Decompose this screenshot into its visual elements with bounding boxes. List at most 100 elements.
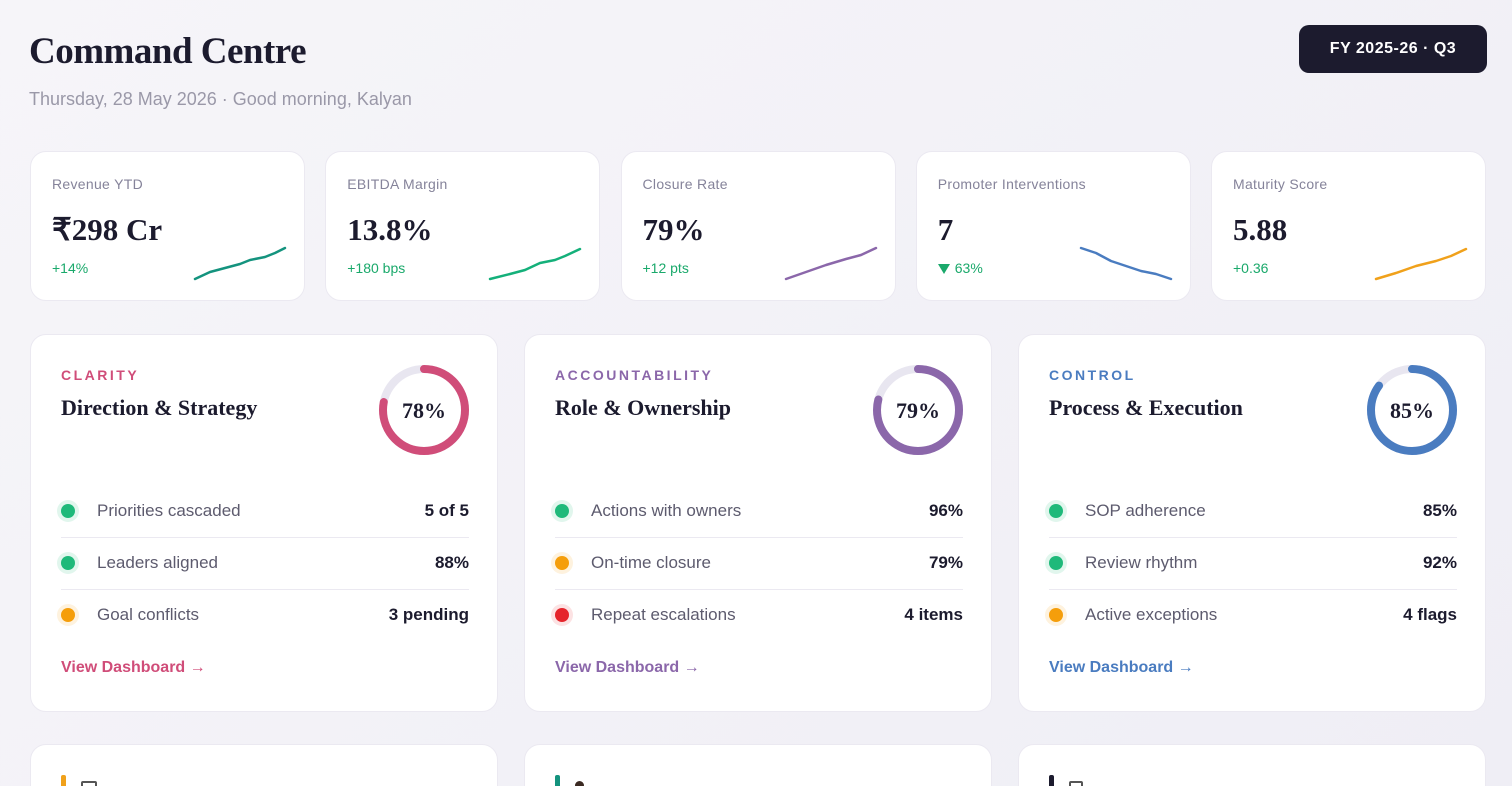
icon: [575, 781, 584, 786]
kpi-label: Revenue YTD: [52, 176, 143, 192]
view-dashboard-link[interactable]: View Dashboard →: [61, 659, 206, 676]
kpi-value: 7: [937, 212, 954, 247]
metric-value: 88%: [434, 553, 469, 572]
status-dot: [1049, 504, 1063, 518]
sparkline: [489, 247, 582, 281]
triangle: [937, 264, 950, 274]
kpi-delta: +180 bps: [347, 260, 406, 276]
page-title: Command Centre: [29, 31, 307, 72]
sparkline: [1079, 246, 1172, 281]
sparkline-path: [489, 247, 582, 281]
status-dot: [61, 504, 75, 518]
metric-row: On-time closure 79%: [555, 537, 963, 590]
pillar-title: Process & Execution: [1049, 395, 1243, 420]
score-label: 79%: [896, 398, 940, 423]
metric-value: 5 of 5: [424, 501, 469, 520]
kpi-delta: 63%: [954, 260, 983, 276]
pillar-category: ACCOUNTABILITY: [555, 367, 714, 383]
bottom-card: [1018, 744, 1486, 786]
view-dashboard-link[interactable]: View Dashboard →: [555, 659, 700, 676]
ring-arc: [873, 365, 963, 455]
kpi-card: EBITDA Margin 13.8% +180 bps: [325, 151, 601, 301]
metric-value: 96%: [928, 501, 963, 520]
status-dot: [555, 556, 569, 570]
sparkline: [193, 246, 287, 281]
score-ring: 85%: [1367, 365, 1457, 455]
metric-row: Priorities cascaded 5 of 5: [61, 485, 469, 538]
metric-row: SOP adherence 85%: [1049, 485, 1457, 538]
metric-label: Leaders aligned: [97, 553, 218, 572]
metric-value: 4 items: [904, 605, 963, 624]
period-badge[interactable]: FY 2025-26 · Q3: [1299, 25, 1487, 73]
metric-value: 3 pending: [388, 605, 469, 624]
pillar-title: Direction & Strategy: [61, 395, 258, 420]
metric-row: Repeat escalations 4 items: [555, 589, 963, 641]
view-dashboard-link[interactable]: View Dashboard →: [1049, 659, 1194, 676]
metric-row: Review rhythm 92%: [1049, 537, 1457, 590]
kpi-value: ₹298 Cr: [52, 212, 163, 247]
kpi-label: EBITDA Margin: [347, 176, 448, 192]
score-ring: 79%: [873, 365, 963, 455]
sparkline-path: [193, 246, 287, 281]
pillar-title: Role & Ownership: [555, 395, 731, 420]
sparkline: [1374, 247, 1468, 281]
metric-label: Repeat escalations: [591, 605, 736, 624]
metric-label: Goal conflicts: [97, 605, 200, 624]
metric-value: 79%: [928, 553, 963, 572]
kpi-card: Promoter Interventions 7 63%: [915, 151, 1191, 301]
accent-bar: [555, 775, 560, 786]
status-dot: [555, 504, 569, 518]
status-dot: [61, 608, 75, 622]
sparkline-path: [784, 246, 877, 281]
bottom-card: [30, 744, 498, 786]
metric-value: 4 flags: [1403, 605, 1457, 624]
metric-row: Actions with owners 96%: [555, 485, 963, 538]
kpi-value: 79%: [642, 212, 705, 247]
pillar-category: CONTROL: [1049, 367, 1136, 383]
kpi-card: Maturity Score 5.88 +0.36: [1211, 151, 1486, 301]
metric-label: Active exceptions: [1085, 605, 1218, 624]
metric-value: 92%: [1422, 553, 1457, 572]
icon: [1069, 781, 1083, 786]
icon: [81, 781, 97, 786]
kpi-delta: +14%: [52, 260, 89, 276]
sparkline-path: [1079, 246, 1172, 281]
metric-row: Active exceptions 4 flags: [1049, 589, 1457, 641]
pillar-card: CLARITY Direction & Strategy 78% Priorities…: [30, 334, 498, 712]
ring-arc: [379, 365, 469, 455]
status-dot: [61, 556, 75, 570]
subtitle: Thursday, 28 May 2026 · Good morning, Ka…: [29, 89, 412, 109]
ring-arc: [1367, 365, 1457, 455]
metric-row: Leaders aligned 88%: [61, 537, 469, 590]
sparkline: [784, 246, 877, 281]
kpi-value: 5.88: [1233, 212, 1288, 247]
score-label: 78%: [402, 398, 446, 423]
pillar-card: CONTROL Process & Execution 85% SOP adheren…: [1018, 334, 1486, 712]
down-icon: [937, 264, 950, 274]
status-dot: [1049, 608, 1063, 622]
metric-label: Review rhythm: [1085, 553, 1198, 572]
pillar-card: ACCOUNTABILITY Role & Ownership 79% Actions…: [524, 334, 992, 712]
kpi-label: Promoter Interventions: [937, 176, 1086, 192]
kpi-label: Maturity Score: [1233, 176, 1328, 192]
accent-bar: [61, 775, 66, 786]
score-label: 85%: [1390, 398, 1434, 423]
accent-bar: [1049, 775, 1054, 786]
kpi-delta: +0.36: [1233, 260, 1269, 276]
metric-row: Goal conflicts 3 pending: [61, 589, 469, 641]
kpi-label: Closure Rate: [642, 176, 728, 192]
status-dot: [1049, 556, 1063, 570]
sparkline-path: [1374, 247, 1468, 281]
metric-label: Priorities cascaded: [97, 501, 241, 520]
status-dot: [555, 608, 569, 622]
metric-value: 85%: [1422, 501, 1457, 520]
metric-label: On-time closure: [591, 553, 711, 572]
metric-label: SOP adherence: [1085, 501, 1206, 520]
kpi-delta: +12 pts: [642, 260, 689, 276]
pillar-category: CLARITY: [61, 367, 140, 383]
score-ring: 78%: [379, 365, 469, 455]
kpi-value: 13.8%: [347, 212, 433, 247]
bottom-card: [524, 744, 992, 786]
kpi-card: Revenue YTD ₹298 Cr +14%: [30, 151, 305, 301]
